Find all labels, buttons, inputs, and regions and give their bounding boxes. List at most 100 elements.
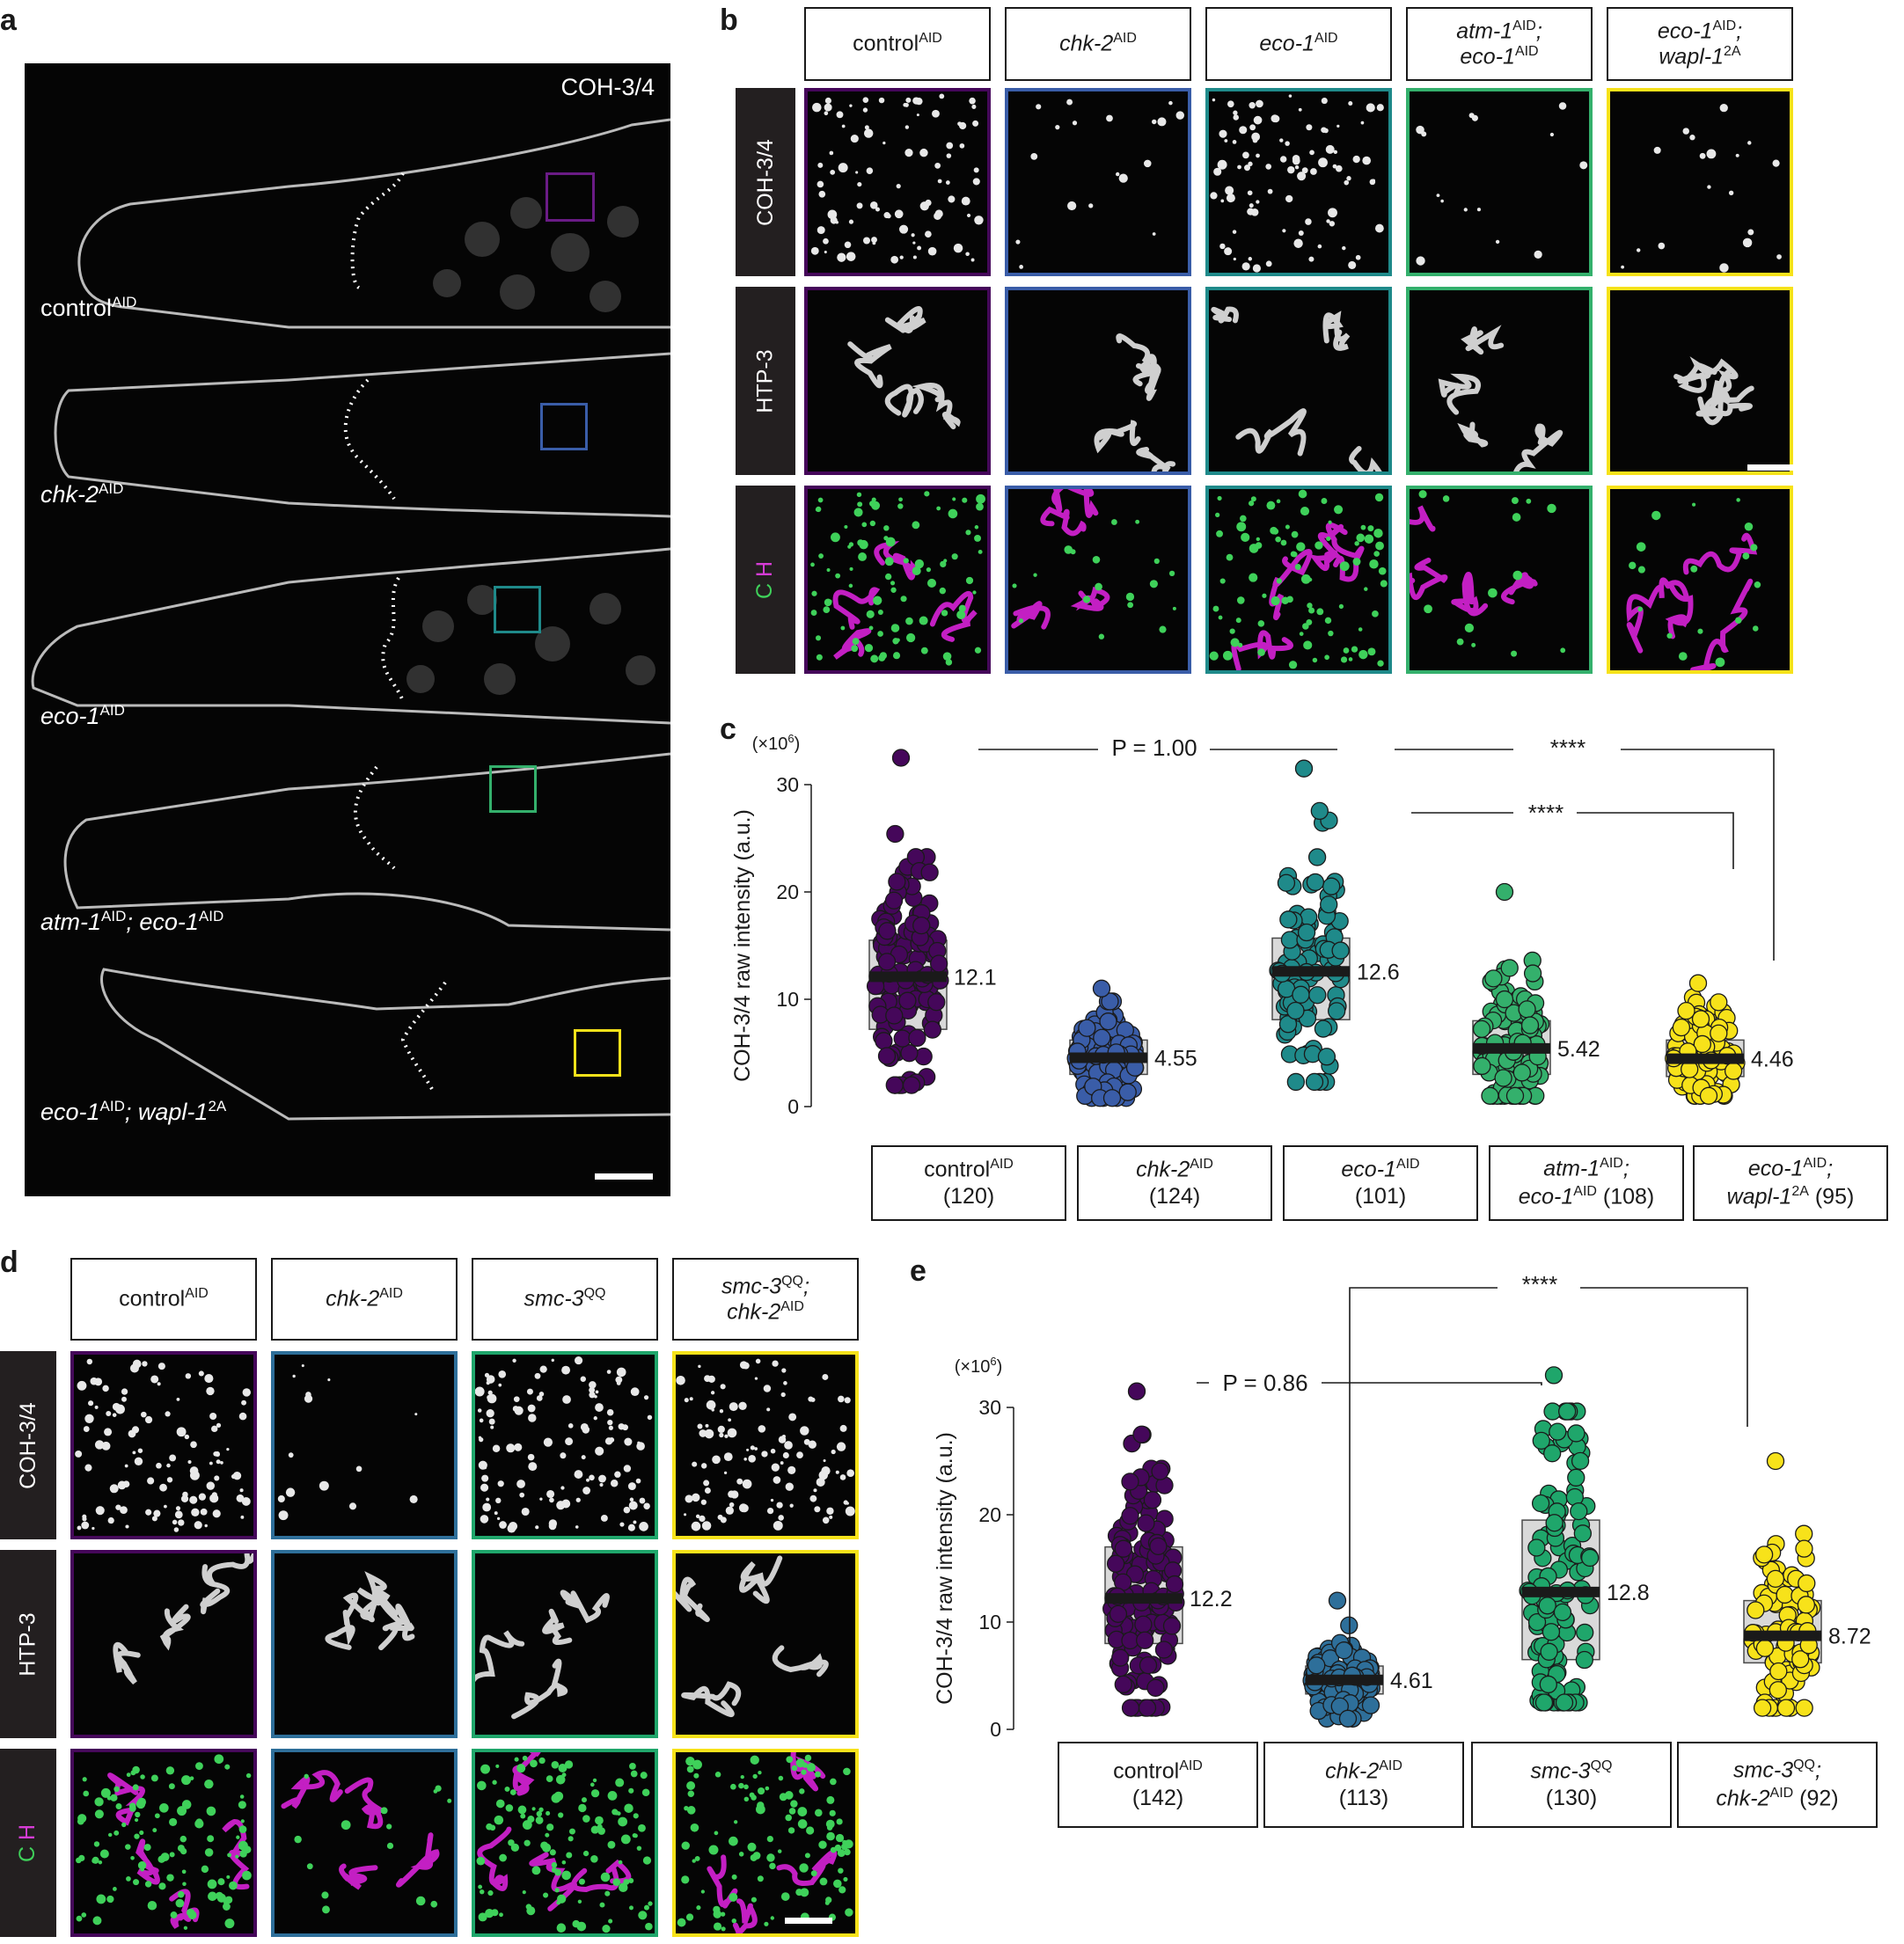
data-point [1317,1048,1336,1066]
header-d-chk-2: chk-2AID [271,1258,458,1341]
data-point [1539,1675,1557,1694]
data-point [1162,1617,1182,1635]
data-point [1328,1002,1346,1020]
data-point [1310,801,1329,821]
data-point [1795,1699,1813,1717]
data-point-min [1138,1699,1157,1717]
data-point [900,1044,919,1063]
scale-bar [595,1173,653,1180]
data-point [1532,1431,1550,1451]
category-label-box: controlAID (120) [871,1145,1066,1221]
data-point [1755,1639,1775,1657]
median-bar [869,971,947,983]
data-point [1109,1604,1128,1623]
median-label: 4.55 [1154,1046,1197,1071]
data-point [1320,895,1338,914]
data-point [908,1028,926,1048]
data-point [1132,1425,1151,1443]
data-point [1484,969,1503,988]
comparison-bracket [1349,1287,1748,1645]
roi-box-eco-wapl [574,1029,621,1077]
data-point [1534,1693,1554,1712]
data-point [1571,1451,1590,1471]
data-point [1776,1585,1794,1604]
data-point [1494,1069,1512,1087]
genotype-label-atm-eco: atm-1AID; eco-1AID [40,908,224,935]
data-point [1500,959,1519,977]
median-bar [1306,1674,1383,1685]
data-point [1149,1537,1168,1556]
median-label: 4.61 [1390,1669,1433,1693]
data-point [1672,1018,1691,1037]
micrograph-d-0-coh [70,1351,257,1539]
median-label: 5.42 [1557,1037,1600,1062]
y-tick-label: 0 [787,1095,799,1118]
comparison-bracket [1395,749,1775,961]
data-point [1710,1024,1728,1042]
data-point [1553,1603,1572,1622]
median-bar [1070,1052,1147,1063]
data-point [1154,1641,1174,1659]
data-point [1791,1650,1810,1669]
data-point [1106,1554,1125,1573]
y-unit: (×106) [955,1355,1003,1377]
data-point [912,916,931,935]
data-point [1798,1574,1816,1593]
micrograph-b-2-coh [1205,88,1392,276]
category-label-box: smc-3QQ (130) [1471,1742,1672,1828]
comparison-label: P = 0.86 [1222,1370,1307,1396]
row-label-d-htp: HTP-3 [0,1550,56,1738]
scale-bar [1747,464,1795,471]
data-point [1078,1019,1096,1037]
micrograph-d-2-merge [472,1736,658,1937]
data-point [1278,1015,1298,1034]
data-point [1093,1028,1111,1047]
median-bar [1666,1053,1744,1064]
micrograph-d-2-htp [468,1550,658,1738]
data-point [1573,1524,1593,1543]
category-label-box: eco-1AID (101) [1283,1145,1478,1221]
comparison-bracket [1197,1382,1542,1385]
data-point-max [1092,979,1111,998]
median-label: 12.6 [1357,960,1400,984]
data-point-min [1699,1086,1718,1105]
header-d-smc-3: smc-3QQ [472,1258,658,1341]
data-point [1575,1650,1593,1670]
row-label-b-htp: HTP-3 [736,287,795,475]
micrograph-d-0-htp [70,1528,275,1738]
data-point [1286,1072,1306,1092]
category-label-box: chk-2AID (113) [1263,1742,1464,1828]
header-d-smc-chk: smc-3QQ; chk-2AID [672,1258,859,1341]
data-point [1300,908,1318,926]
data-point [1335,1641,1353,1660]
micrograph-d-3-htp [667,1550,859,1738]
category-label-box: chk-2AID (124) [1077,1145,1272,1221]
data-point [1306,873,1325,892]
data-point-max [1328,1591,1347,1610]
data-point [1121,1473,1139,1491]
data-point-max [1544,1366,1563,1385]
data-point [1523,964,1542,983]
y-unit: (×106) [752,732,801,754]
data-point [1531,1494,1550,1513]
data-point [1330,1697,1349,1715]
median-bar [1105,1593,1183,1604]
data-point [885,1006,904,1025]
data-point [1543,1444,1562,1463]
genotype-label-chk-2: chk-2AID [40,480,124,508]
data-point [1795,1539,1813,1558]
micrograph-b-2-htp [1205,287,1392,501]
data-point [1753,1699,1772,1717]
gonad-image-panel: COH-3/4 controlAID chk-2AID eco-1AID atm… [25,63,670,1196]
data-point [1472,1020,1491,1039]
data-point [1549,1422,1567,1441]
data-point [927,993,946,1012]
y-tick-label: 10 [776,988,799,1011]
genotype-label-control: controlAID [40,294,137,321]
data-point [1136,1631,1154,1649]
micrograph-d-1-merge [271,1749,458,1937]
data-point [1495,990,1514,1009]
median-label: 12.8 [1607,1581,1650,1605]
data-point [1331,941,1350,960]
data-point [888,873,906,891]
